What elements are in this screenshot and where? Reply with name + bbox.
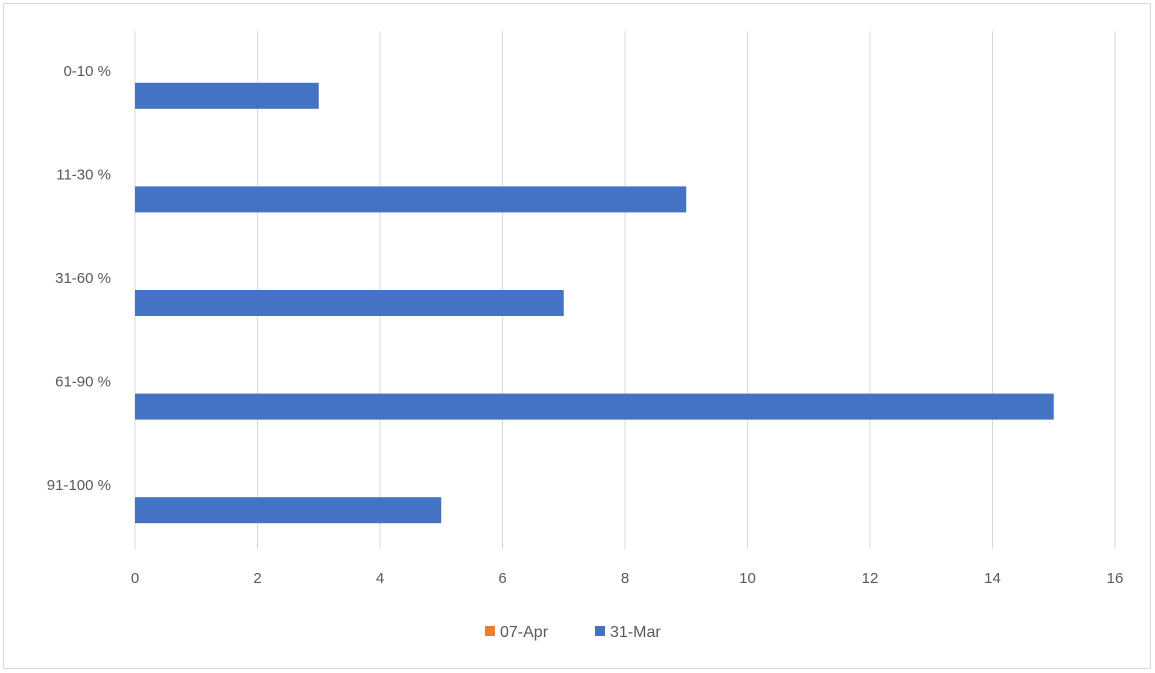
category-label: 91-100 % [47,477,111,494]
bar-31-mar [135,290,564,316]
x-tick-label: 4 [376,570,384,587]
x-tick-label: 12 [862,570,879,587]
bar-31-mar [135,393,1054,420]
legend-swatch [485,626,495,636]
x-tick-label: 16 [1107,570,1124,587]
x-tick-label: 10 [739,570,756,587]
bars [135,82,1054,524]
x-tick-label: 6 [498,570,506,587]
bar-31-mar [135,497,442,524]
category-label: 61-90 % [55,374,111,391]
bar-31-mar [135,82,319,109]
category-label: 0-10 % [63,63,111,80]
legend-swatch [595,626,605,636]
legend-label: 31-Mar [610,624,661,641]
x-tick-labels: 0 2 4 6 8 10 12 14 16 [131,570,1124,587]
category-label: 11-30 % [56,166,111,183]
x-tick-label: 2 [253,570,261,587]
gridlines [134,31,1116,549]
chart-frame: 0-10 % 11-30 % 31-60 % 61-90 % 91-100 % 0 2 4 6… [3,3,1151,669]
bar-31-mar [135,186,687,213]
x-tick-label: 8 [621,570,629,587]
x-tick-label: 14 [984,570,1001,587]
category-label: 31-60 % [55,270,111,287]
legend-label: 07-Apr [500,624,549,641]
category-labels: 0-10 % 11-30 % 31-60 % 61-90 % 91-100 % [47,63,111,494]
bar-chart: 0-10 % 11-30 % 31-60 % 61-90 % 91-100 % 0 2 4 6… [47,31,1124,641]
legend: 07-Apr 31-Mar [485,624,661,641]
x-tick-label: 0 [131,570,139,587]
